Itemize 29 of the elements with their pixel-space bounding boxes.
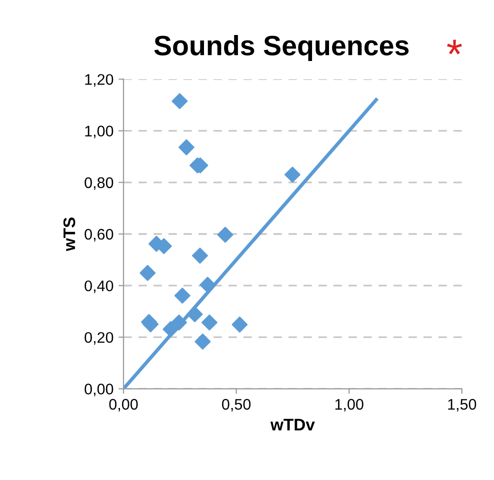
point	[186, 306, 203, 322]
chart-title: Sounds Sequences	[154, 35, 409, 61]
y-tick-label: 0,00	[84, 384, 114, 396]
y-tick-label: 1,20	[85, 74, 114, 87]
point	[201, 314, 218, 330]
x-tick-label: 1,50	[448, 398, 476, 412]
point	[232, 316, 248, 333]
y-tick-label: 0,40	[84, 280, 114, 294]
point	[178, 139, 194, 156]
y-axis-title: wTS	[63, 218, 76, 252]
y-tick-label: 0,60	[84, 228, 114, 242]
x-tick-label: 0,50	[222, 398, 251, 412]
y-tick-label: 0,80	[84, 177, 114, 190]
point	[172, 93, 188, 110]
point	[217, 226, 234, 243]
point	[192, 248, 208, 264]
point	[174, 288, 190, 304]
x-axis-title: wTDv	[270, 418, 315, 430]
y-tick-label: 1,00	[85, 126, 114, 138]
y-tick-label: 0,20	[84, 332, 114, 345]
text: *	[447, 40, 462, 54]
point	[194, 334, 211, 350]
point	[140, 264, 156, 281]
point	[284, 166, 300, 183]
point	[162, 321, 179, 338]
x-tick-label: 1,00	[335, 398, 364, 412]
point	[171, 314, 187, 330]
x-tick-label: 0,00	[109, 398, 138, 412]
point	[200, 276, 216, 293]
